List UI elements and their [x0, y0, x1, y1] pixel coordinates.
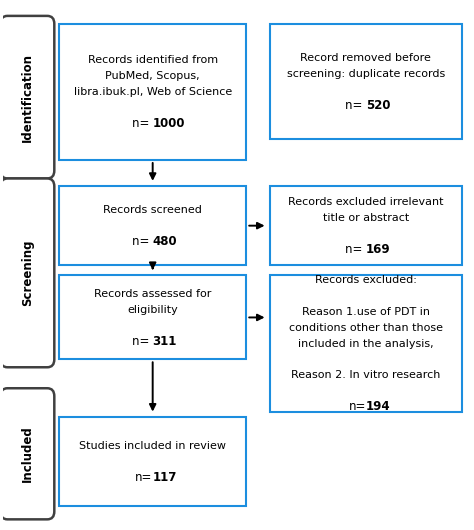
Text: eligibility: eligibility [128, 305, 178, 314]
Text: 480: 480 [153, 235, 177, 248]
Text: n=: n= [132, 235, 153, 248]
Text: n=: n= [345, 99, 366, 112]
Text: Records assessed for: Records assessed for [94, 289, 211, 299]
FancyBboxPatch shape [0, 388, 55, 519]
Text: Records screened: Records screened [103, 205, 202, 215]
Text: 117: 117 [153, 471, 177, 484]
Text: libra.ibuk.pl, Web of Science: libra.ibuk.pl, Web of Science [73, 87, 232, 97]
Text: Record removed before: Record removed before [301, 53, 431, 63]
Text: n= 169: n= 169 [344, 243, 388, 256]
Text: Records identified from: Records identified from [88, 55, 218, 65]
Text: Studies included in review: Studies included in review [79, 441, 226, 451]
Text: title or abstract: title or abstract [323, 213, 409, 223]
Text: PubMed, Scopus,: PubMed, Scopus, [105, 71, 200, 81]
Text: n=: n= [135, 471, 153, 484]
Text: Records excluded:: Records excluded: [315, 276, 417, 286]
Text: Included: Included [21, 426, 34, 482]
FancyBboxPatch shape [59, 187, 246, 265]
Text: 169: 169 [366, 243, 391, 256]
Text: n= 311: n= 311 [131, 334, 174, 348]
FancyBboxPatch shape [59, 417, 246, 506]
Text: 1000: 1000 [153, 117, 185, 130]
Text: Identification: Identification [21, 52, 34, 142]
Text: n=: n= [348, 400, 366, 413]
Text: Records excluded irrelevant: Records excluded irrelevant [288, 197, 444, 207]
FancyBboxPatch shape [270, 187, 462, 265]
Text: n=194: n=194 [346, 400, 386, 413]
Text: 194: 194 [366, 400, 391, 413]
Text: n=: n= [132, 334, 153, 348]
Text: 311: 311 [153, 334, 177, 348]
FancyBboxPatch shape [270, 276, 462, 412]
Text: conditions other than those: conditions other than those [289, 323, 443, 333]
Text: Reason 2. In vitro research: Reason 2. In vitro research [291, 370, 440, 381]
FancyBboxPatch shape [59, 276, 246, 359]
Text: Screening: Screening [21, 240, 34, 306]
Text: n=: n= [132, 117, 153, 130]
Text: n=: n= [345, 243, 366, 256]
Text: screening: duplicate records: screening: duplicate records [287, 68, 445, 78]
Text: n= 480: n= 480 [131, 235, 174, 248]
Text: Reason 1.use of PDT in: Reason 1.use of PDT in [302, 307, 430, 317]
FancyBboxPatch shape [270, 24, 462, 139]
FancyBboxPatch shape [0, 16, 55, 179]
Text: n=117: n=117 [133, 471, 173, 484]
FancyBboxPatch shape [59, 24, 246, 160]
Text: 520: 520 [366, 99, 390, 112]
Text: n= 520: n= 520 [344, 99, 388, 112]
Text: included in the analysis,: included in the analysis, [298, 339, 434, 349]
Text: n= 1000: n= 1000 [128, 117, 178, 130]
FancyBboxPatch shape [0, 179, 55, 367]
